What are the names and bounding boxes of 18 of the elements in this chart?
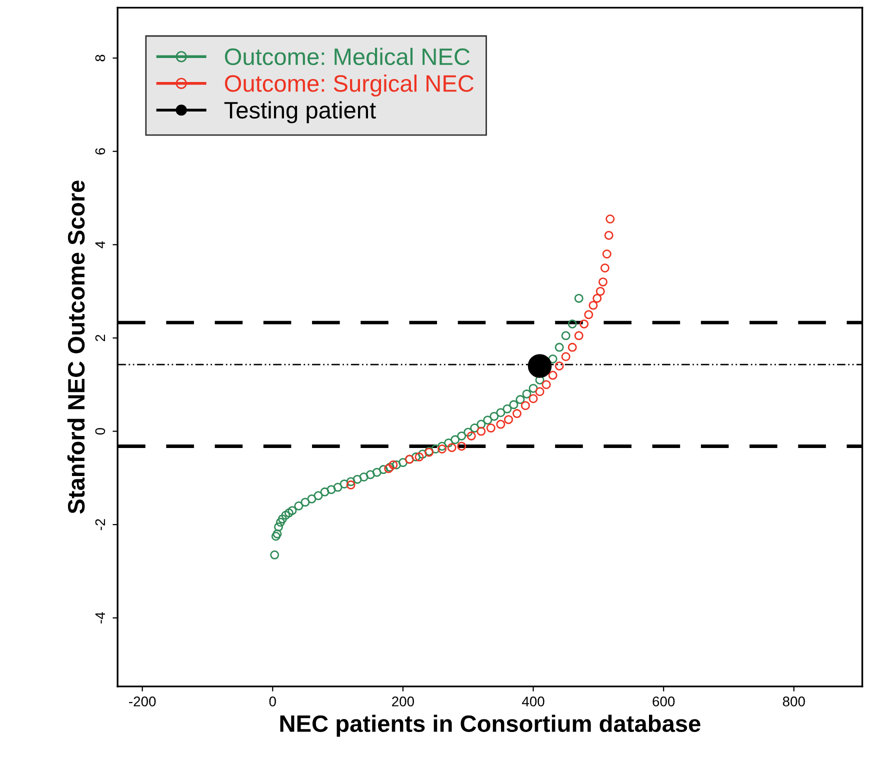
x-tick-label: 800	[782, 696, 805, 706]
y-tick-label: 6	[95, 148, 106, 155]
y-tick-label: 0	[95, 428, 106, 435]
y-axis-title: Stanford NEC Outcome Score	[67, 180, 85, 514]
x-axis-title: NEC patients in Consortium database	[280, 714, 700, 737]
x-tick-label: 200	[392, 696, 414, 706]
x-tick-label: 600	[652, 696, 675, 706]
legend-label: Testing patient	[224, 101, 376, 124]
legend-label: Outcome: Surgical NEC	[224, 74, 474, 97]
y-tick-label: -4	[95, 612, 105, 624]
y-tick-label: -2	[95, 519, 105, 530]
x-tick-label: 0	[269, 696, 276, 706]
y-tick-label: 8	[95, 54, 106, 62]
legend-label: Outcome: Medical NEC	[224, 48, 470, 66]
x-tick-label: -200	[129, 696, 156, 706]
x-tick-label: 400	[522, 696, 544, 706]
y-tick-label: 4	[95, 241, 105, 248]
y-tick-label: 2	[95, 334, 105, 342]
